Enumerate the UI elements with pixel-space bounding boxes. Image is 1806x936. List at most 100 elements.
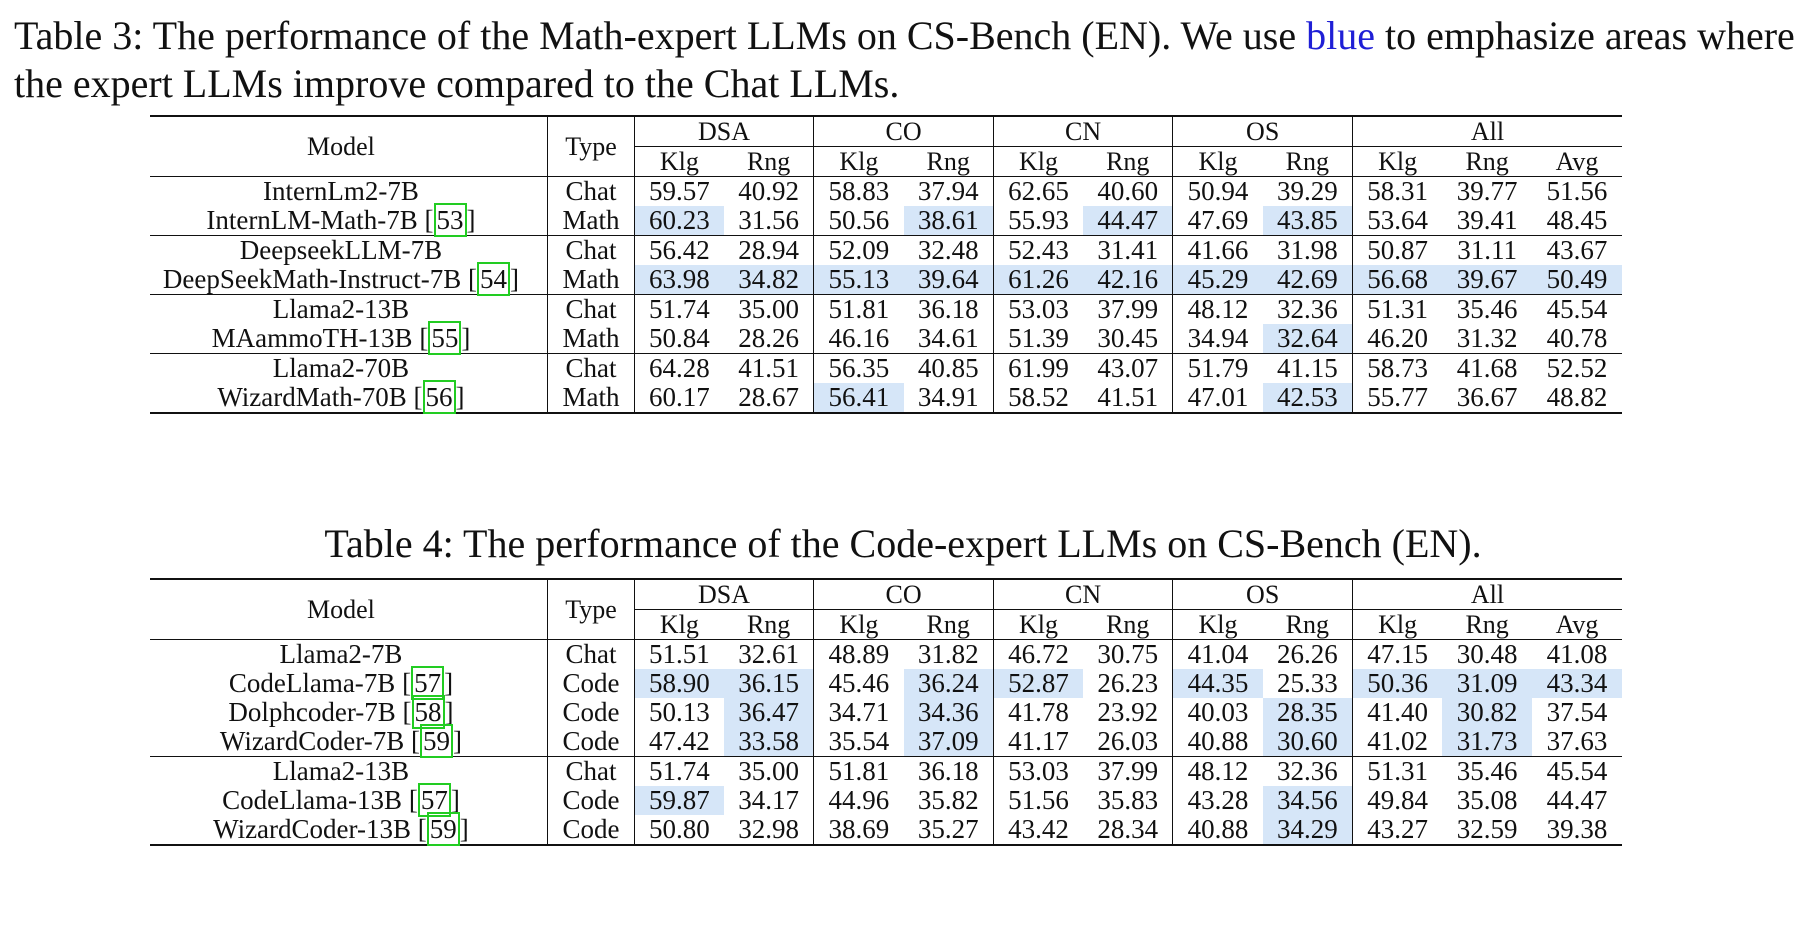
value-cell: 34.36 bbox=[903, 698, 994, 727]
value-cell: 43.85 bbox=[1262, 206, 1353, 236]
value-cell: 60.17 bbox=[633, 383, 724, 413]
value-cell: 40.92 bbox=[738, 176, 799, 206]
value-cell: 47.42 bbox=[633, 727, 724, 757]
row-gap bbox=[531, 206, 549, 236]
value-cell: 53.64 bbox=[1351, 206, 1443, 236]
model-name: CodeLlama-7B bbox=[228, 668, 396, 698]
value-cell: 39.29 bbox=[1276, 176, 1338, 206]
value-cell: 51.31 bbox=[1351, 756, 1443, 786]
table-row: Llama2-7B Chat 51.51 32.61 48.89 31.82 46.72 30… bbox=[150, 639, 1622, 669]
model-cell: InternLM-Math-7B [53] bbox=[206, 203, 476, 237]
value-cell: 31.56 bbox=[738, 205, 799, 235]
model-name: InternLM-Math-7B bbox=[206, 205, 418, 235]
citation-link[interactable]: 57 bbox=[411, 666, 445, 700]
type-cell: Chat bbox=[565, 294, 617, 324]
row-gap bbox=[531, 235, 549, 265]
header-row-subcolumns: Klg Rng Klg Rng Klg Rng Klg Rng Klg Rng Avg bbox=[150, 146, 1622, 177]
citation-link[interactable]: 56 bbox=[422, 380, 456, 414]
model-cell: InternLm2-7B bbox=[150, 177, 532, 207]
value-cell: 38.61 bbox=[903, 206, 994, 236]
citation-link[interactable]: 59 bbox=[419, 724, 453, 758]
group-header: DSA bbox=[633, 116, 814, 147]
table-row: Llama2-70B Chat 64.28 41.51 56.35 40.85 61.99 4… bbox=[150, 353, 1622, 383]
value-cell: 55.77 bbox=[1351, 383, 1443, 413]
value-cell: 43.28 bbox=[1172, 786, 1263, 815]
value-cell: 60.23 bbox=[633, 206, 724, 236]
type-cell: Chat bbox=[565, 639, 617, 669]
value-cell: 31.73 bbox=[1442, 727, 1533, 757]
value-cell: 42.69 bbox=[1262, 265, 1353, 295]
group-header: OS bbox=[1172, 579, 1353, 610]
value-cell: 46.20 bbox=[1351, 324, 1443, 354]
table-row: Llama2-13B Chat 51.74 35.00 51.81 36.18 53.03 3… bbox=[150, 294, 1622, 324]
value-cell: 59.57 bbox=[633, 176, 724, 206]
value-cell: 40.85 bbox=[917, 353, 979, 383]
value-cell: 35.83 bbox=[1097, 785, 1159, 815]
citation-link[interactable]: 59 bbox=[426, 812, 460, 846]
value-cell: 58.31 bbox=[1351, 176, 1443, 206]
value-cell: 35.00 bbox=[738, 756, 799, 786]
row-gap bbox=[531, 639, 549, 669]
value-cell: 45.29 bbox=[1172, 265, 1263, 295]
value-cell: 37.09 bbox=[903, 727, 994, 757]
value-cell: 41.68 bbox=[1456, 353, 1518, 383]
citation-link[interactable]: 55 bbox=[428, 321, 462, 355]
subcolumn-header: Rng bbox=[1465, 610, 1509, 639]
row-gap bbox=[531, 756, 549, 786]
value-cell: 51.51 bbox=[633, 639, 724, 669]
value-cell: 44.47 bbox=[1546, 785, 1608, 815]
table-row: InternLm2-7B Chat 59.57 40.92 58.83 37.94 62.6… bbox=[150, 176, 1622, 207]
group-header: CN bbox=[992, 116, 1173, 147]
subcolumn-header: Klg bbox=[633, 609, 724, 640]
caption-text: The performance of the Code-expert LLMs … bbox=[463, 521, 1482, 566]
value-cell: 48.82 bbox=[1546, 382, 1608, 412]
value-cell: 64.28 bbox=[633, 353, 724, 383]
value-cell: 58.83 bbox=[813, 176, 904, 206]
citation-link[interactable]: 53 bbox=[433, 203, 467, 237]
value-cell: 53.03 bbox=[992, 756, 1084, 786]
value-cell: 50.56 bbox=[813, 206, 904, 236]
value-cell: 37.54 bbox=[1546, 697, 1608, 727]
value-cell: 35.54 bbox=[813, 727, 904, 757]
value-cell: 26.03 bbox=[1097, 726, 1159, 756]
citation-link[interactable]: 57 bbox=[417, 783, 451, 817]
value-cell: 33.58 bbox=[723, 727, 814, 757]
value-cell: 38.69 bbox=[813, 815, 904, 845]
value-cell: 50.80 bbox=[633, 815, 724, 845]
value-cell: 41.02 bbox=[1351, 727, 1443, 757]
value-cell: 31.41 bbox=[1097, 235, 1159, 265]
caption-text: The performance of the Math-expert LLMs … bbox=[152, 13, 1297, 58]
value-cell: 48.12 bbox=[1172, 294, 1263, 324]
model-cell: WizardMath-70B [56] bbox=[217, 380, 465, 414]
value-cell: 40.88 bbox=[1172, 815, 1263, 845]
caption-highlight-word: blue bbox=[1306, 13, 1375, 58]
group-header: All bbox=[1351, 116, 1622, 147]
citation-link[interactable]: 58 bbox=[411, 695, 445, 729]
subcolumn-header: Rng bbox=[1285, 610, 1329, 639]
value-cell: 41.04 bbox=[1172, 639, 1263, 669]
value-cell: 31.09 bbox=[1442, 669, 1533, 698]
group-header: CO bbox=[813, 116, 994, 147]
value-cell: 36.18 bbox=[917, 756, 979, 786]
value-cell: 36.67 bbox=[1456, 382, 1518, 412]
value-cell: 37.99 bbox=[1097, 294, 1159, 324]
value-cell: 46.72 bbox=[992, 639, 1084, 669]
value-cell: 50.84 bbox=[633, 324, 724, 354]
value-cell: 52.87 bbox=[992, 669, 1084, 698]
group-header: OS bbox=[1172, 116, 1353, 147]
table-row: DeepSeekMath-Instruct-7B [54] Math 63.98 34… bbox=[150, 262, 1622, 296]
model-name: Llama2-13B bbox=[272, 756, 410, 786]
value-cell: 41.51 bbox=[738, 353, 799, 383]
type-cell: Math bbox=[562, 205, 620, 235]
citation-link[interactable]: 54 bbox=[477, 262, 511, 296]
subcolumn-header: Rng bbox=[746, 147, 791, 176]
value-cell: 34.94 bbox=[1172, 324, 1263, 354]
header-row-subcolumns: Klg Rng Klg Rng Klg Rng Klg Rng Klg Rng Avg bbox=[150, 609, 1622, 640]
model-name: WizardMath-70B bbox=[217, 382, 407, 412]
subcolumn-header: Klg bbox=[1351, 146, 1443, 177]
value-cell: 43.42 bbox=[992, 815, 1084, 845]
value-cell: 34.61 bbox=[917, 323, 979, 353]
value-cell: 32.48 bbox=[917, 235, 979, 265]
group-header: CO bbox=[813, 579, 994, 610]
subcolumn-header: Klg bbox=[1172, 609, 1263, 640]
